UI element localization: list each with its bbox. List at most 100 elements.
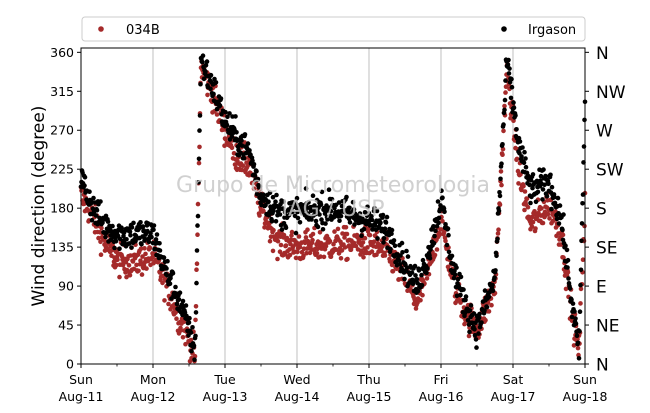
data-point xyxy=(483,317,488,323)
data-point xyxy=(203,62,209,68)
data-point xyxy=(339,248,345,253)
data-point xyxy=(227,111,232,116)
data-point xyxy=(463,297,468,303)
data-point xyxy=(577,309,583,315)
data-point xyxy=(279,227,285,232)
data-point xyxy=(416,268,422,273)
x-tick-day-label: Sun xyxy=(69,372,93,387)
legend: 034B Irgason xyxy=(81,16,586,42)
data-point xyxy=(549,206,554,212)
data-point xyxy=(194,248,200,253)
data-point xyxy=(529,224,535,229)
data-point xyxy=(223,136,228,142)
data-point xyxy=(413,273,418,278)
data-point xyxy=(198,81,203,87)
data-point xyxy=(280,206,286,211)
data-point xyxy=(286,213,292,218)
data-point xyxy=(188,330,194,335)
data-point xyxy=(575,337,580,342)
data-point xyxy=(523,156,528,161)
data-point xyxy=(479,320,484,325)
data-point xyxy=(254,191,260,197)
data-point xyxy=(350,199,356,205)
data-point xyxy=(530,219,536,225)
data-point xyxy=(569,297,574,303)
data-point xyxy=(91,195,96,201)
data-point xyxy=(255,176,261,182)
data-point xyxy=(157,248,163,253)
data-point xyxy=(224,123,230,128)
data-point xyxy=(194,267,199,273)
data-point xyxy=(217,103,223,108)
data-point xyxy=(297,244,303,250)
data-point xyxy=(319,217,324,222)
data-point xyxy=(436,220,441,226)
data-point xyxy=(274,192,279,198)
data-point xyxy=(361,254,366,260)
data-point xyxy=(409,270,415,275)
data-point xyxy=(140,254,145,259)
data-point xyxy=(239,138,244,143)
data-point xyxy=(239,167,245,173)
data-point xyxy=(271,227,276,233)
data-point xyxy=(533,226,538,231)
data-point xyxy=(295,215,301,221)
data-point xyxy=(540,220,546,226)
data-point xyxy=(94,208,100,213)
data-point xyxy=(486,294,492,300)
data-point xyxy=(151,227,156,232)
data-point xyxy=(287,252,293,258)
data-point xyxy=(261,209,266,214)
data-point xyxy=(203,69,208,74)
data-point xyxy=(289,233,294,238)
data-point xyxy=(466,333,472,339)
data-point xyxy=(251,162,257,167)
data-point xyxy=(362,235,368,241)
data-point xyxy=(105,219,111,224)
data-point xyxy=(200,59,205,65)
data-point xyxy=(581,144,587,149)
data-point xyxy=(445,226,451,231)
data-point xyxy=(360,240,366,245)
data-point xyxy=(250,158,255,163)
data-point xyxy=(436,215,442,221)
data-point xyxy=(306,200,311,205)
data-point xyxy=(571,343,577,348)
x-tick-date-label: Aug-17 xyxy=(491,389,536,404)
data-point xyxy=(283,243,289,248)
data-point xyxy=(193,317,198,323)
data-point xyxy=(390,269,396,274)
data-point xyxy=(87,189,92,194)
data-point xyxy=(170,271,176,276)
data-point xyxy=(361,226,367,232)
legend-label-irgason: Irgason xyxy=(528,23,576,38)
series-irgason xyxy=(78,53,588,363)
data-point xyxy=(367,232,373,238)
data-point xyxy=(113,239,119,244)
data-point xyxy=(174,301,180,307)
data-point xyxy=(144,266,149,271)
data-point xyxy=(196,160,202,166)
data-point xyxy=(567,286,573,291)
compass-axis: N NE E SE S SW W NW N xyxy=(585,44,626,376)
data-point xyxy=(369,214,374,219)
data-point xyxy=(461,287,466,292)
legend-box xyxy=(81,16,586,42)
y-axis: 0 45 90 135 180 225 270 315 360 xyxy=(50,45,81,372)
data-point xyxy=(477,311,482,317)
data-point xyxy=(257,213,262,218)
data-point xyxy=(472,327,477,332)
data-point xyxy=(497,193,503,199)
data-point xyxy=(517,139,523,144)
compass-tick-label: N xyxy=(596,44,609,64)
data-point xyxy=(484,304,490,310)
x-tick-date-label: Aug-18 xyxy=(563,389,608,404)
data-point xyxy=(261,192,266,197)
data-point xyxy=(164,266,169,271)
data-point xyxy=(98,239,103,245)
data-point xyxy=(552,194,557,200)
data-point xyxy=(496,208,502,214)
data-point xyxy=(129,225,135,230)
data-point xyxy=(578,282,583,288)
data-point xyxy=(508,95,514,101)
